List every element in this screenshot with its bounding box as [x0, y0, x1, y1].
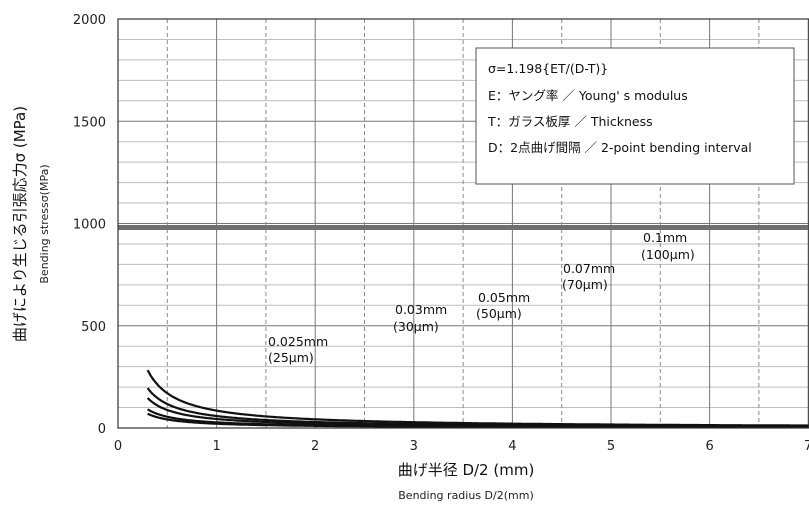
y-axis-subtitle: Bending stressσ(MPa) — [38, 164, 51, 283]
y-tick-labels: 0 500 1000 1500 2000 — [73, 13, 106, 437]
x-tick-label: 2 — [311, 439, 319, 454]
formula-line-e: E：ヤング率 ／ Young' s modulus — [488, 88, 688, 103]
x-tick-label: 4 — [508, 439, 516, 454]
x-tick-labels: 0 1 2 3 4 5 6 7 — [114, 439, 809, 454]
formula-box: σ=1.198{ET/(D-T)} E：ヤング率 ／ Young' s modu… — [475, 47, 795, 185]
formula-text: σ=1.198{ET/(D-T)} — [488, 61, 608, 76]
label-007-um: (70μm) — [562, 277, 608, 292]
x-tick-label: 6 — [705, 439, 713, 454]
reference-line-1000 — [118, 225, 809, 230]
label-0025-um: (25μm) — [268, 350, 314, 365]
x-axis-subtitle: Bending radius D/2(mm) — [398, 489, 533, 502]
label-01-mm: 0.1mm — [643, 230, 687, 245]
x-tick-label: 3 — [410, 439, 418, 454]
y-tick-label: 2000 — [73, 13, 106, 28]
label-01-um: (100μm) — [641, 247, 695, 262]
x-tick-label: 7 — [804, 439, 809, 454]
y-tick-label: 1500 — [73, 115, 106, 130]
y-tick-label: 500 — [81, 320, 106, 335]
label-003-mm: 0.03mm — [395, 302, 447, 317]
label-005-mm: 0.05mm — [478, 290, 530, 305]
x-tick-label: 0 — [114, 439, 122, 454]
label-005-um: (50μm) — [476, 306, 522, 321]
x-tick-label: 5 — [607, 439, 615, 454]
y-tick-label: 1000 — [73, 218, 106, 233]
series-line-4 — [146, 369, 809, 427]
formula-line-t: T：ガラス板厚 ／ Thickness — [487, 114, 653, 129]
label-0025-mm: 0.025mm — [268, 334, 328, 349]
label-007-mm: 0.07mm — [563, 261, 615, 276]
x-tick-label: 1 — [212, 439, 220, 454]
y-tick-label: 0 — [98, 422, 106, 437]
formula-line-d: D：2点曲げ間隔 ／ 2-point bending interval — [488, 140, 752, 155]
formula-box-frame — [475, 47, 795, 185]
plot-frame — [117, 18, 809, 429]
x-axis-title: 曲げ半径 D/2 (mm) — [398, 461, 535, 479]
y-axis-title: 曲げにより生じる引張応力σ (MPa) — [11, 106, 29, 342]
label-003-um: (30μm) — [393, 319, 439, 334]
curves — [146, 369, 809, 429]
